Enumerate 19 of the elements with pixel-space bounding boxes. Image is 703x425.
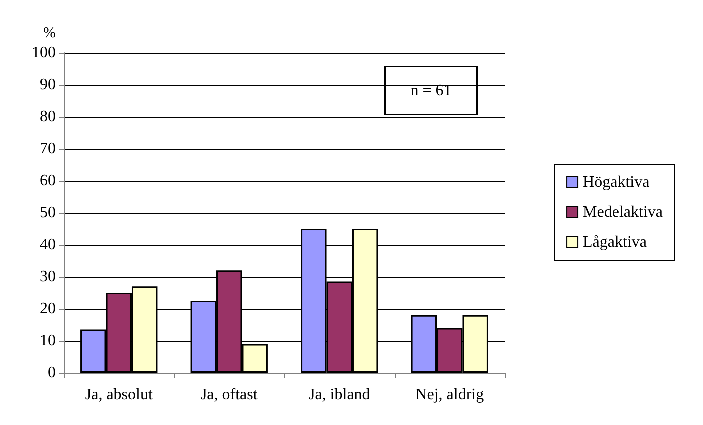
y-tick-label: 20: [40, 300, 56, 318]
legend-label: Högaktiva: [583, 174, 650, 191]
y-tick-label: 40: [40, 236, 56, 254]
y-tick-label: 10: [40, 332, 56, 350]
y-tick-label: 30: [40, 268, 56, 286]
x-tick-label: Ja, absolut: [85, 386, 154, 404]
x-tick-label: Nej, aldrig: [416, 386, 484, 404]
y-tick-label: 60: [40, 172, 56, 190]
y-tick-label: 50: [40, 204, 56, 222]
y-tick-label: 70: [40, 140, 56, 158]
y-tick-label: 80: [40, 108, 56, 126]
legend-label: Medelaktiva: [583, 204, 663, 221]
x-tick-label: Ja, oftast: [200, 386, 258, 404]
y-tick-label: 90: [40, 76, 56, 94]
y-axis-title: %: [44, 26, 56, 42]
y-tick-label: 100: [32, 44, 56, 62]
legend-label: Lågaktiva: [583, 234, 647, 251]
x-tick-label: Ja, ibland: [308, 386, 370, 404]
y-tick-label: 0: [48, 364, 56, 382]
